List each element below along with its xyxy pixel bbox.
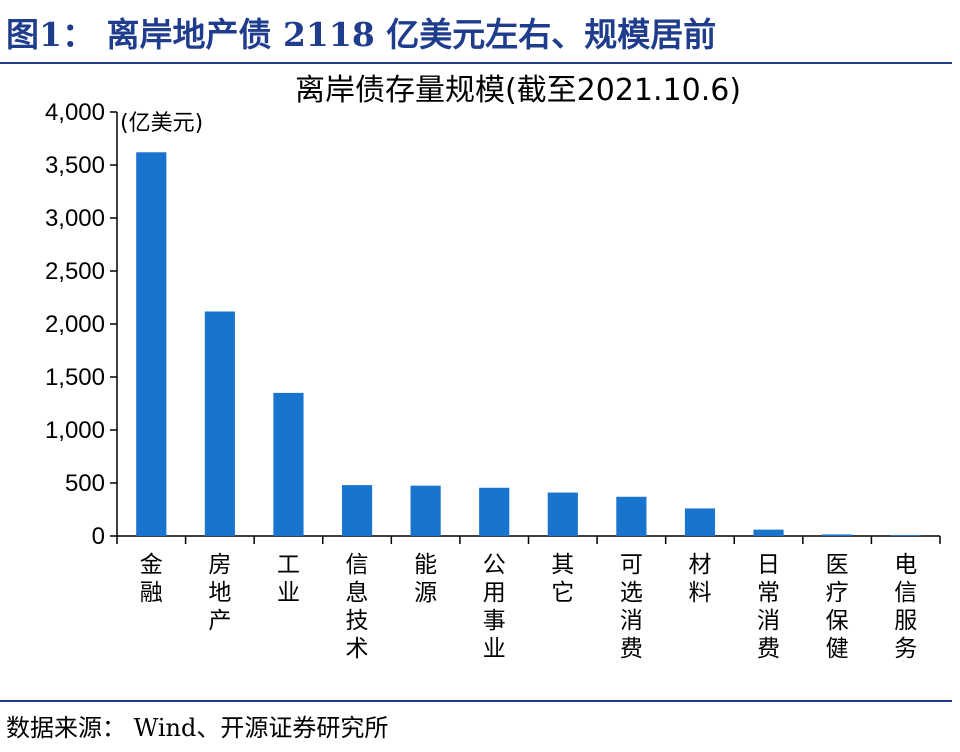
labels: 0 500 1,000 1,500 2,000 2,500 3,000 3,500 4,000 金… [45,99,917,662]
bar [136,152,167,536]
x-category-label: 医疗保健 [826,552,849,662]
y-tick-label: 3,500 [45,152,105,179]
title-rule [0,62,952,64]
bar [410,485,441,536]
x-category-label: 能源 [414,552,437,606]
bars [136,152,921,536]
chart-title: 离岸债存量规模(截至2021.10.6) [295,73,741,108]
x-category-label: 工业 [277,552,300,606]
y-tick-label: 500 [65,470,105,497]
x-category-label: 金融 [140,552,163,606]
bar [204,311,235,536]
x-category-label: 电信服务 [894,552,917,662]
bar [479,487,510,536]
footer-rule [0,700,952,702]
x-category-label: 材料 [688,552,711,606]
source-note: 数据来源： Wind、开源证券研究所 [6,714,389,742]
y-tick-label: 1,500 [45,364,105,391]
y-tick-label: 4,000 [45,99,105,126]
bar-chart: 离岸债存量规模(截至2021.10.6) (亿美元) 0 500 1,000 1,50… [45,73,941,662]
bar [616,496,647,536]
y-tick-label: 0 [92,523,105,550]
bar [753,529,784,536]
x-category-label: 信息技术 [346,552,369,662]
bar [890,535,921,536]
y-tick-label: 3,000 [45,205,105,232]
x-category-label: 可选消费 [620,552,643,662]
y-tick-label: 2,000 [45,311,105,338]
y-tick-label: 2,500 [45,258,105,285]
bar [547,492,578,536]
bar [684,508,716,536]
x-category-label: 房地产 [208,552,231,634]
x-category-label: 公用事业 [483,552,506,662]
y-tick-label: 1,000 [45,417,105,444]
x-category-label: 其它 [551,552,574,606]
bar [341,485,373,536]
x-category-label: 日常消费 [757,552,780,662]
bar [822,534,853,536]
bar [273,392,304,536]
figure-title: 图1： 离岸地产债 2118 亿美元左右、规模居前 [6,15,717,54]
axes [110,111,941,544]
unit-label: (亿美元) [120,111,203,136]
